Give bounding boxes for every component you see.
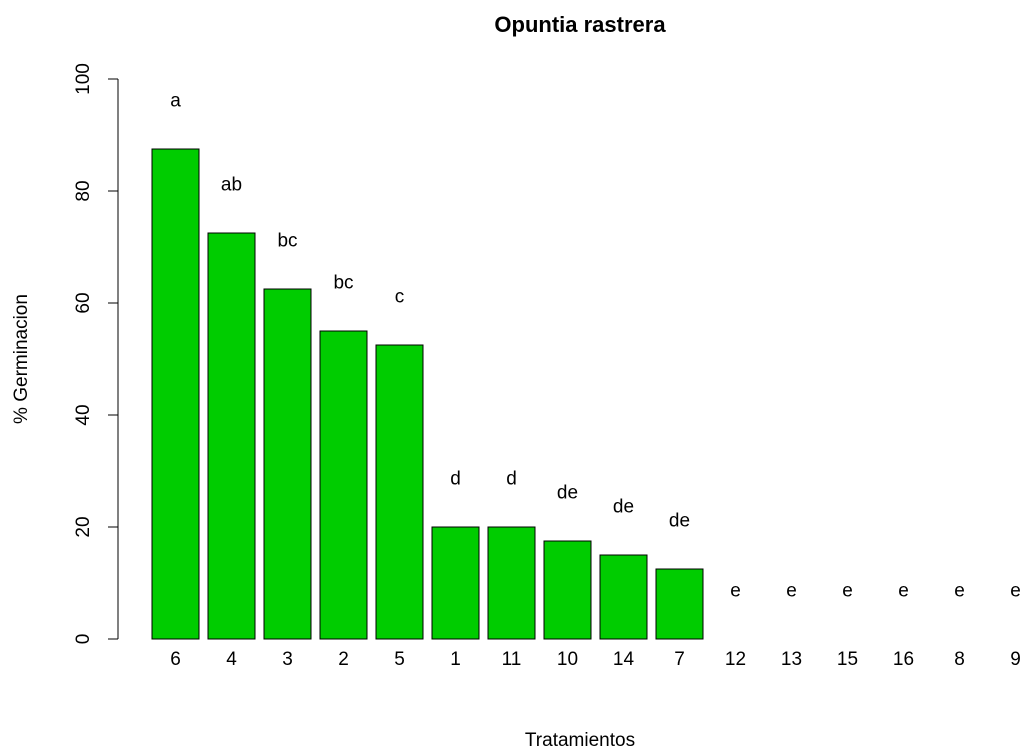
bar-annotation: bc: [333, 272, 353, 293]
x-tick-label: 3: [282, 649, 293, 670]
x-tick-label: 2: [338, 649, 349, 670]
bar: [655, 568, 704, 640]
y-tick-label: 20: [73, 516, 94, 537]
bar-annotation: d: [450, 468, 461, 489]
x-tick-label: 11: [502, 649, 522, 670]
bar-annotation: e: [842, 580, 853, 601]
bar-annotation: e: [1010, 580, 1021, 601]
bar-annotation: d: [506, 468, 517, 489]
y-axis-label: % Germinacion: [11, 294, 32, 424]
bar: [487, 526, 536, 640]
x-tick-label: 13: [781, 649, 802, 670]
bar-annotation: e: [730, 580, 741, 601]
y-tick-label: 0: [73, 634, 94, 645]
chart-title: Opuntia rastrera: [494, 12, 666, 37]
x-tick-label: 9: [1010, 649, 1021, 670]
x-tick-label: 12: [725, 649, 746, 670]
x-tick-label: 1: [450, 649, 461, 670]
y-tick-label: 100: [73, 63, 94, 95]
x-tick-label: 4: [226, 649, 237, 670]
bar-annotation: bc: [277, 230, 297, 251]
x-tick-label: 6: [170, 649, 181, 670]
bar-annotation: de: [669, 510, 690, 531]
bar-annotation: e: [898, 580, 909, 601]
bar: [319, 330, 368, 640]
x-axis-label: Tratamientos: [525, 730, 635, 751]
bar: [207, 232, 256, 640]
bar-annotation: de: [613, 496, 634, 517]
x-tick-label: 16: [893, 649, 914, 670]
bar-annotation: ab: [221, 174, 242, 195]
bar: [599, 554, 648, 640]
x-tick-label: 7: [674, 649, 685, 670]
bar: [375, 344, 424, 640]
y-tick-label: 80: [73, 180, 94, 201]
x-tick-label: 8: [954, 649, 965, 670]
x-tick-label: 10: [557, 649, 578, 670]
bar: [543, 540, 592, 640]
bar-annotation: a: [170, 90, 181, 111]
bar-annotation: e: [954, 580, 965, 601]
x-tick-label: 15: [837, 649, 858, 670]
bar-annotation: de: [557, 482, 578, 503]
x-tick-label: 14: [613, 649, 635, 670]
bar: [431, 526, 480, 640]
bar-annotation: e: [786, 580, 797, 601]
bar-annotation: c: [395, 286, 405, 307]
bar: [151, 148, 200, 640]
y-tick-label: 40: [73, 404, 94, 425]
bar: [263, 288, 312, 640]
y-tick-label: 60: [73, 292, 94, 313]
x-tick-label: 5: [394, 649, 405, 670]
